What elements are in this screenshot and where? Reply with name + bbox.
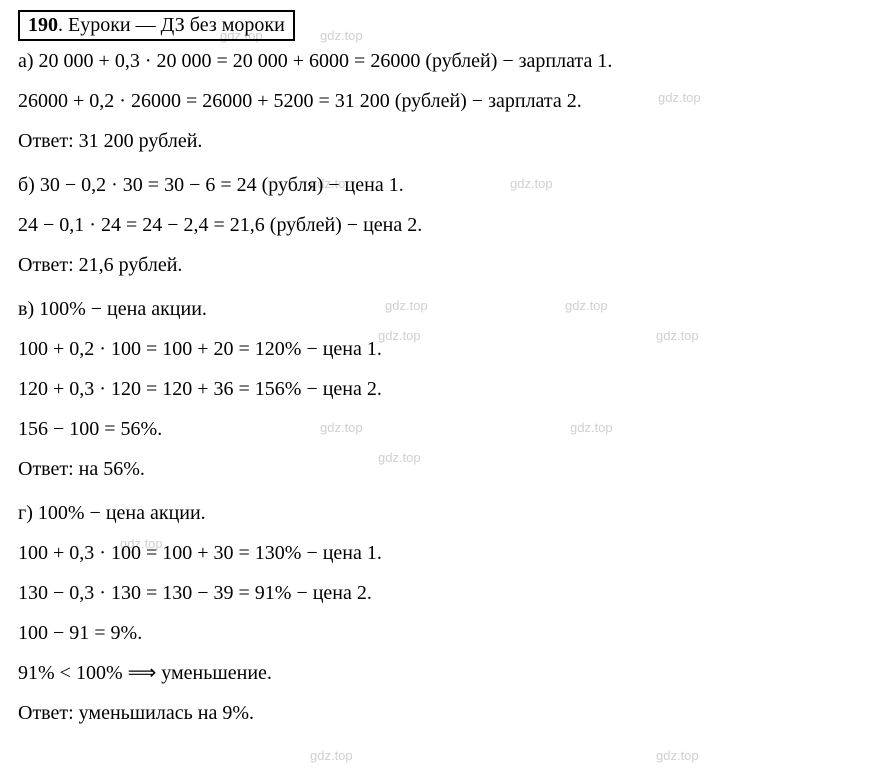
- section-c-line4: 156 − 100 = 56%.: [18, 413, 877, 445]
- problem-header: 190. Еуроки — ДЗ без мороки: [18, 10, 295, 41]
- section-c-line3: 120 + 0,3 · 120 = 120 + 36 = 156% − цена…: [18, 373, 877, 405]
- section-b-label: б): [18, 174, 35, 196]
- section-d-line5: 91% < 100% ⟹ уменьшение.: [18, 657, 877, 689]
- text: 20 000 + 0,3 · 20 000 = 20 000 + 6000 = …: [39, 50, 613, 72]
- section-a-label: а): [18, 50, 34, 72]
- section-b-answer: Ответ: 21,6 рублей.: [18, 249, 877, 281]
- section-d-answer: Ответ: уменьшилась на 9%.: [18, 697, 877, 729]
- section-d-line2: 100 + 0,3 · 100 = 100 + 30 = 130% − цена…: [18, 537, 877, 569]
- section-d-label: г): [18, 502, 33, 524]
- section-d-line3: 130 − 0,3 · 130 = 130 − 39 = 91% − цена …: [18, 577, 877, 609]
- problem-number: 190: [28, 14, 58, 36]
- text: 30 − 0,2 · 30 = 30 − 6 = 24 (рубля) − це…: [40, 174, 404, 196]
- text: 100% − цена акции.: [39, 298, 207, 320]
- watermark: gdz.top: [310, 748, 353, 763]
- section-c-line2: 100 + 0,2 · 100 = 100 + 20 = 120% − цена…: [18, 333, 877, 365]
- header-text: . Еуроки — ДЗ без мороки: [58, 14, 285, 36]
- section-b-line1: б) 30 − 0,2 · 30 = 30 − 6 = 24 (рубля) −…: [18, 169, 877, 201]
- text: 100% − цена акции.: [38, 502, 206, 524]
- section-d-line1: г) 100% − цена акции.: [18, 497, 877, 529]
- section-c-label: в): [18, 298, 34, 320]
- section-a-line1: а) 20 000 + 0,3 · 20 000 = 20 000 + 6000…: [18, 45, 877, 77]
- section-a-answer: Ответ: 31 200 рублей.: [18, 125, 877, 157]
- section-c-line1: в) 100% − цена акции.: [18, 293, 877, 325]
- section-c-answer: Ответ: на 56%.: [18, 453, 877, 485]
- watermark: gdz.top: [656, 748, 699, 763]
- section-d-line4: 100 − 91 = 9%.: [18, 617, 877, 649]
- section-a-line2: 26000 + 0,2 · 26000 = 26000 + 5200 = 31 …: [18, 85, 877, 117]
- section-b-line2: 24 − 0,1 · 24 = 24 − 2,4 = 21,6 (рублей)…: [18, 209, 877, 241]
